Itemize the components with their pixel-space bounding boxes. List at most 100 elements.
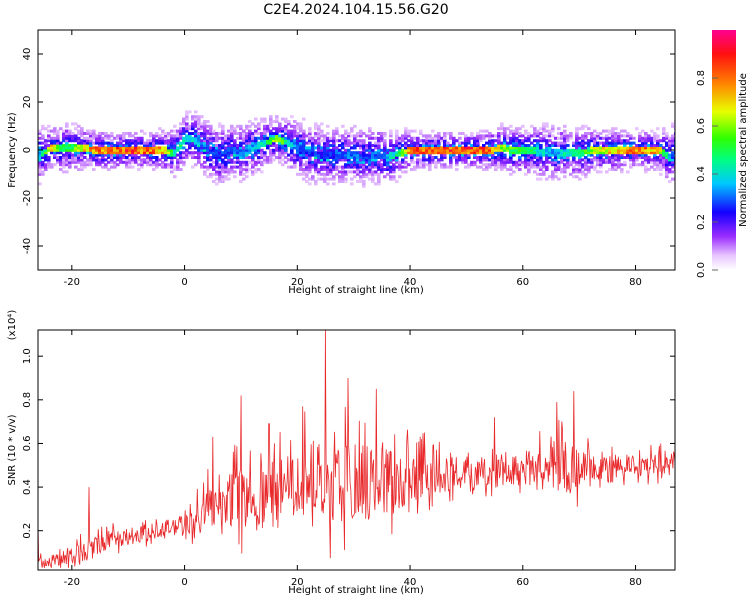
spectrogram-cell <box>119 146 123 150</box>
spectrogram-cell <box>617 141 621 145</box>
spectrogram-cell <box>257 132 261 135</box>
spectrogram-cell <box>335 129 339 133</box>
spectrogram-cell <box>305 156 309 159</box>
spectrogram-cell <box>575 146 579 150</box>
spectrogram-cell <box>257 156 261 159</box>
spectrogram-cell <box>464 148 468 152</box>
spectrogram-cell <box>104 141 108 145</box>
spectrogram-cell <box>614 127 618 131</box>
spectrogram-cell <box>578 148 582 152</box>
figure-title: C2E4.2024.104.15.56.G20 <box>263 2 448 18</box>
spectrogram-cell <box>662 153 666 157</box>
spectrogram-cell <box>167 151 171 155</box>
spectrogram-cell <box>398 160 402 164</box>
spectrogram-cell <box>473 163 477 167</box>
spectrogram-cell <box>551 175 555 179</box>
spectrogram-cell <box>497 132 501 135</box>
spectrogram-cell <box>671 160 675 164</box>
spectrogram-cell <box>521 148 525 152</box>
spectrogram-cell <box>410 144 414 147</box>
spectrogram-cell <box>224 139 228 143</box>
spectrogram-cell <box>398 136 402 140</box>
spectrogram-cell <box>185 124 189 128</box>
spectrogram-cell <box>209 175 213 179</box>
spectrogram-cell <box>362 163 366 167</box>
spectrogram-cell <box>131 158 135 162</box>
spectrogram-cell <box>422 144 426 147</box>
spectrogram-cell <box>197 134 201 138</box>
spectrogram-cell <box>656 148 660 152</box>
spectrogram-cell <box>536 148 540 152</box>
spectrogram-cell <box>482 144 486 147</box>
spectrogram-cell <box>104 148 108 152</box>
spectrogram-cell <box>314 163 318 167</box>
spectrogram-cell <box>524 148 528 152</box>
spectrogram-cell <box>518 141 522 145</box>
spectrogram-cell <box>128 141 132 145</box>
spectrogram-cell <box>638 148 642 152</box>
spectrogram-cell <box>665 148 669 152</box>
spectrogram-cell <box>569 172 573 176</box>
y-tick-label: 0 <box>22 147 33 153</box>
spectrogram-cell <box>50 146 54 150</box>
spectrogram-cell <box>80 139 84 143</box>
spectrogram-cell <box>110 144 114 147</box>
spectrogram-cell <box>284 144 288 147</box>
spectrogram-cell <box>419 129 423 133</box>
spectrogram-cell <box>389 134 393 138</box>
spectrogram-cell <box>245 139 249 143</box>
spectrogram-cell <box>575 163 579 167</box>
spectrogram-cell <box>434 144 438 147</box>
spectrogram-cell <box>53 127 57 131</box>
spectrogram-cell <box>449 134 453 138</box>
spectrogram-cell <box>194 124 198 128</box>
spectrogram-cell <box>377 146 381 150</box>
spectrogram-cell <box>572 141 576 145</box>
spectrogram-cell <box>428 144 432 147</box>
spectrogram-cell <box>344 158 348 162</box>
spectrogram-cell <box>263 151 267 155</box>
spectrogram-cell <box>401 160 405 164</box>
spectrogram-cell <box>653 156 657 159</box>
spectrogram-cell <box>68 148 72 152</box>
spectrogram-cell <box>359 177 363 181</box>
spectrogram-cell <box>356 134 360 138</box>
spectrogram-cell <box>257 141 261 145</box>
spectrogram-cell <box>644 134 648 138</box>
spectrogram-cell <box>485 163 489 167</box>
spectrogram-cell <box>89 156 93 159</box>
spectrogram-cell <box>140 139 144 143</box>
spectrogram-cell <box>305 170 309 174</box>
spectrogram-cell <box>314 182 318 186</box>
spectrogram-cell <box>200 163 204 167</box>
spectrogram-cell <box>350 165 354 169</box>
spectrogram-cell <box>512 148 516 152</box>
spectrogram-cell <box>203 160 207 164</box>
spectrogram-cell <box>284 127 288 131</box>
spectrogram-cell <box>137 151 141 155</box>
spectrogram-cell <box>245 136 249 140</box>
spectrogram-cell <box>500 146 504 150</box>
spectrogram-cell <box>206 141 210 145</box>
spectrogram-cell <box>479 148 483 152</box>
spectrogram-cell <box>581 170 585 174</box>
spectrogram-cell <box>290 146 294 150</box>
spectrogram-cell <box>410 158 414 162</box>
spectrogram-cell <box>536 132 540 135</box>
spectrogram-cell <box>365 158 369 162</box>
spectrogram-cell <box>332 158 336 162</box>
spectrogram-cell <box>230 129 234 133</box>
spectrogram-cell <box>485 134 489 138</box>
spectrogram-cell <box>110 160 114 164</box>
spectrogram-cell <box>596 144 600 147</box>
spectrogram-cell <box>275 115 279 119</box>
spectrogram-cell <box>347 151 351 155</box>
spectrogram-cell <box>368 148 372 152</box>
spectrogram-cell <box>344 177 348 181</box>
spectrogram-cell <box>122 151 126 155</box>
spectrogram-cell <box>98 163 102 167</box>
spectrogram-cell <box>131 139 135 143</box>
spectrogram-cell <box>182 156 186 159</box>
spectrogram-cell <box>98 139 102 143</box>
spectrogram-cell <box>326 132 330 135</box>
